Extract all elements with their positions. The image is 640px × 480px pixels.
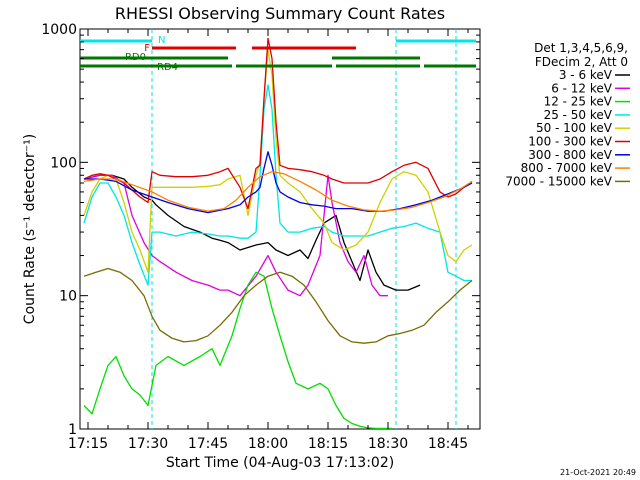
axes: 17:15 17:30 17:45 18:00 18:15 18:30 18:45 1 10 10… <box>41 22 480 452</box>
x-tick-label: 18:15 <box>308 436 348 452</box>
x-tick-label: 17:15 <box>68 436 108 452</box>
legend-label: 25 - 50 keV <box>544 108 613 122</box>
legend-label: 50 - 100 keV <box>536 121 613 135</box>
flag-label-rd0: RD0 <box>125 52 146 63</box>
legend-label: 6 - 12 keV <box>551 81 613 95</box>
plot-frame <box>79 28 481 430</box>
series-line-25-50-kev <box>83 84 472 286</box>
series-line-7000-15000-kev <box>83 267 473 344</box>
chart-title: RHESSI Observing Summary Count Rates <box>115 4 445 23</box>
series-line-100-300-kev <box>83 37 473 210</box>
legend-header-line-1: Det 1,3,4,5,6,9, <box>534 41 628 55</box>
legend-header-line-2: FDecim 2, Att 0 <box>535 55 628 69</box>
y-tick-label: 1000 <box>41 22 77 38</box>
y-tick-label: 10 <box>59 289 77 305</box>
x-tick-label: 18:30 <box>368 436 408 452</box>
legend-label: 100 - 300 keV <box>528 135 612 149</box>
series-line-50-100-kev <box>83 49 473 273</box>
legend-label: 300 - 800 keV <box>528 148 612 162</box>
y-axis-label: Count Rate (s⁻¹ detector⁻¹) <box>22 134 38 324</box>
series-line-800-7000-kev <box>83 171 473 212</box>
legend: Det 1,3,4,5,6,9, FDecim 2, Att 0 3 - 6 k… <box>505 41 630 188</box>
flag-label-n: N <box>158 35 165 46</box>
series-line-12-25-kev <box>83 271 392 430</box>
flag-label-rd4: RD4 <box>157 62 178 73</box>
x-tick-label: 18:00 <box>248 436 288 452</box>
legend-label: 12 - 25 keV <box>544 95 613 109</box>
x-tick-label: 17:45 <box>188 436 228 452</box>
series-line-6-12-kev <box>83 174 388 297</box>
flag-label-f: F <box>144 43 150 54</box>
legend-label: 7000 - 15000 keV <box>505 174 612 188</box>
night-boundaries <box>151 29 457 429</box>
x-axis-label: Start Time (04-Aug-03 17:13:02) <box>166 455 394 471</box>
legend-label: 3 - 6 keV <box>559 68 613 82</box>
y-tick-label: 100 <box>50 155 77 171</box>
x-tick-label: 18:45 <box>428 436 468 452</box>
legend-label: 800 - 7000 keV <box>521 161 613 175</box>
y-tick-label: 1 <box>68 422 77 438</box>
generated-timestamp: 21-Oct-2021 20:49 <box>560 468 636 477</box>
x-tick-label: 17:30 <box>128 436 168 452</box>
series-layer <box>83 37 473 430</box>
